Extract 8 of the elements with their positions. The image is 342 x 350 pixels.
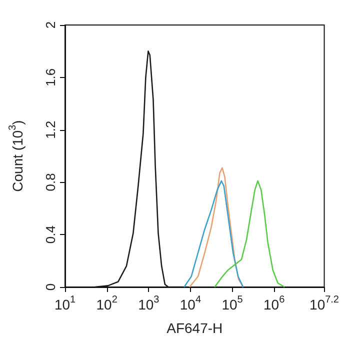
x-axis-title: AF647-H — [166, 320, 223, 336]
y-tick-label: 0 — [43, 283, 58, 291]
y-tick-label: 0.4 — [43, 226, 58, 244]
y-tick-label: 1.6 — [43, 68, 58, 86]
y-axis-title: Count (103) — [8, 120, 26, 192]
y-tick-label: 0.8 — [43, 173, 58, 192]
y-tick-label: 1.2 — [43, 120, 58, 139]
y-tick-label: 2 — [43, 21, 58, 29]
